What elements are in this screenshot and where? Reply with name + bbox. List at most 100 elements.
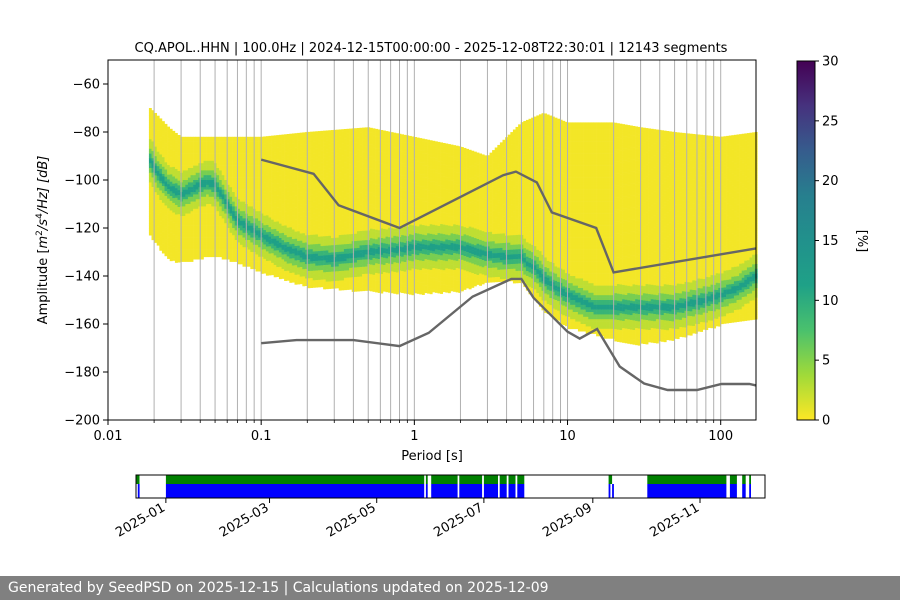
heatmap-cell xyxy=(169,217,173,221)
heatmap-cell xyxy=(362,242,366,246)
heatmap-cell xyxy=(281,151,285,155)
heatmap-cell xyxy=(369,192,373,196)
heatmap-cell xyxy=(273,140,277,143)
heatmap-cell xyxy=(323,130,327,134)
heatmap-cell xyxy=(221,235,225,238)
heatmap-cell xyxy=(346,224,350,228)
heatmap-cell xyxy=(286,249,290,252)
heatmap-cell xyxy=(224,189,228,193)
heatmap-cell xyxy=(273,250,277,254)
heatmap-cell xyxy=(211,230,215,234)
heatmap-cell xyxy=(193,244,197,248)
heatmap-cell xyxy=(169,229,173,233)
heatmap-cell xyxy=(206,158,210,162)
heatmap-cell xyxy=(281,249,285,253)
heatmap-cell xyxy=(151,220,155,224)
heatmap-cell xyxy=(325,140,329,143)
heatmap-cell xyxy=(271,140,275,144)
heatmap-cell xyxy=(159,228,163,232)
heatmap-cell xyxy=(330,170,334,174)
heatmap-cell xyxy=(200,230,204,234)
heatmap-cell xyxy=(161,157,165,160)
heatmap-cell xyxy=(276,180,280,184)
heatmap-cell xyxy=(174,236,178,239)
heatmap-cell xyxy=(185,201,189,205)
heatmap-cell xyxy=(302,233,306,236)
heatmap-cell xyxy=(169,136,173,139)
heatmap-cell xyxy=(317,243,321,247)
heatmap-cell xyxy=(307,232,311,236)
heatmap-cell xyxy=(297,185,301,189)
heatmap-cell xyxy=(346,167,350,170)
heatmap-cell xyxy=(364,146,368,150)
heatmap-cell xyxy=(320,166,324,170)
heatmap-cell xyxy=(161,236,165,240)
heatmap-cell xyxy=(328,231,332,234)
heatmap-cell xyxy=(323,161,327,165)
heatmap-cell xyxy=(349,131,353,134)
heatmap-cell xyxy=(297,274,301,278)
heatmap-cell xyxy=(294,265,298,268)
heatmap-cell xyxy=(167,136,171,139)
heatmap-cell xyxy=(237,223,241,226)
heatmap-cell xyxy=(310,254,314,257)
heatmap-cell xyxy=(190,175,194,178)
heatmap-cell xyxy=(281,211,285,215)
heatmap-cell xyxy=(193,175,197,178)
heatmap-cell xyxy=(315,227,319,230)
heatmap-cell xyxy=(174,185,178,189)
heatmap-cell xyxy=(216,235,220,238)
heatmap-cell xyxy=(343,172,347,175)
heatmap-cell xyxy=(369,199,373,203)
heatmap-cell xyxy=(172,174,176,177)
heatmap-cell xyxy=(177,156,181,160)
heatmap-cell xyxy=(203,156,207,159)
heatmap-cell xyxy=(211,158,215,162)
heatmap-cell xyxy=(284,153,288,157)
heatmap-cell xyxy=(219,146,223,150)
heatmap-cell xyxy=(330,199,334,203)
heatmap-cell xyxy=(247,180,251,183)
heatmap-cell xyxy=(369,163,373,167)
heatmap-cell xyxy=(349,181,353,185)
heatmap-cell xyxy=(148,175,152,178)
heatmap-cell xyxy=(299,197,303,201)
heatmap-cell xyxy=(255,235,259,238)
heatmap-cell xyxy=(263,213,267,216)
heatmap-cell xyxy=(333,204,337,207)
heatmap-cell xyxy=(312,138,316,142)
heatmap-cell xyxy=(323,152,327,155)
heatmap-cell xyxy=(302,235,306,239)
heatmap-cell xyxy=(234,201,238,205)
heatmap-cell xyxy=(367,177,371,181)
heatmap-cell xyxy=(226,180,230,183)
heatmap-cell xyxy=(367,175,371,178)
heatmap-cell xyxy=(226,165,230,169)
heatmap-cell xyxy=(284,242,288,245)
heatmap-cell xyxy=(328,269,332,273)
heatmap-cell xyxy=(317,162,321,165)
heatmap-cell xyxy=(216,225,220,229)
heatmap-cell xyxy=(338,215,342,219)
heatmap-cell xyxy=(328,202,332,205)
heatmap-cell xyxy=(328,228,332,232)
heatmap-cell xyxy=(219,160,223,164)
heatmap-cell xyxy=(258,182,262,186)
heatmap-cell xyxy=(172,229,176,232)
heatmap-cell xyxy=(216,187,220,190)
heatmap-cell xyxy=(164,248,168,252)
heatmap-cell xyxy=(260,141,264,145)
heatmap-cell xyxy=(195,196,199,200)
heatmap-cell xyxy=(294,164,298,168)
heatmap-cell xyxy=(291,200,295,204)
heatmap-cell xyxy=(284,259,288,262)
heatmap-cell xyxy=(156,204,160,208)
heatmap-cell xyxy=(356,192,360,196)
heatmap-cell xyxy=(187,204,191,207)
heatmap-cell xyxy=(273,233,277,237)
heatmap-cell xyxy=(343,169,347,173)
heatmap-cell xyxy=(187,259,191,262)
heatmap-cell xyxy=(182,228,186,231)
heatmap-cell xyxy=(315,191,319,194)
heatmap-cell xyxy=(349,145,353,149)
